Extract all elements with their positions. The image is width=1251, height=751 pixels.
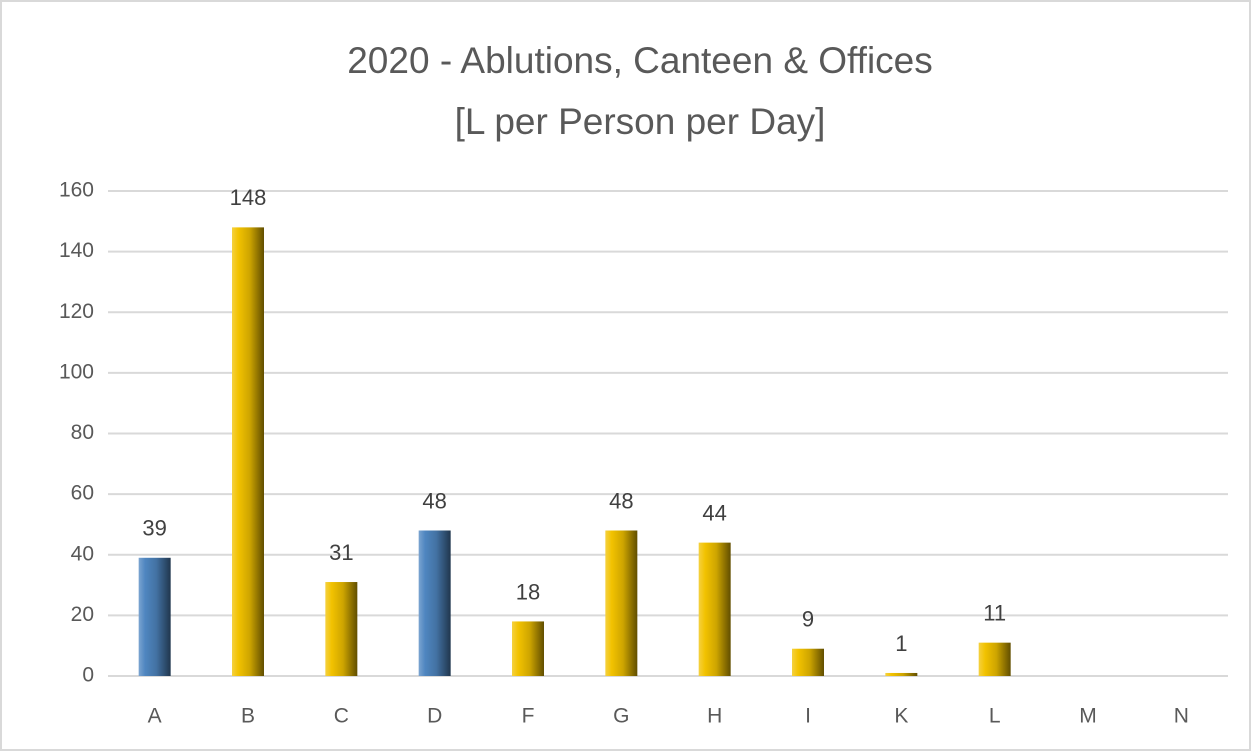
x-tick-label: A [148, 705, 162, 728]
data-label: 11 [983, 600, 1006, 625]
y-tick-label: 120 [59, 300, 94, 323]
bar [885, 672, 918, 676]
bar [138, 557, 171, 676]
x-tick-label: D [427, 705, 442, 728]
data-label: 48 [422, 488, 446, 513]
bar [792, 648, 824, 676]
data-label: 9 [802, 607, 814, 632]
data-label: 1 [895, 631, 907, 656]
bar [232, 227, 264, 676]
data-label: 31 [329, 540, 353, 565]
x-tick-label: G [613, 705, 629, 728]
x-tick-label: B [241, 705, 255, 728]
chart-title: 2020 - Ablutions, Canteen & Offices [347, 40, 933, 81]
data-label: 148 [230, 185, 267, 210]
data-label: 39 [142, 516, 166, 541]
x-tick-label: K [894, 705, 908, 728]
bar [978, 642, 1011, 676]
y-tick-label: 20 [71, 603, 94, 626]
y-tick-label: 100 [59, 360, 94, 383]
y-tick-label: 40 [71, 542, 94, 565]
bar [418, 530, 451, 676]
y-tick-label: 80 [71, 421, 94, 444]
x-tick-label: L [989, 705, 1001, 728]
bar [698, 542, 731, 676]
data-label: 48 [609, 488, 633, 513]
x-tick-label: H [707, 705, 722, 728]
x-tick-label: M [1079, 705, 1097, 728]
data-label: 44 [702, 500, 726, 525]
data-label: 18 [516, 579, 540, 604]
y-tick-label: 140 [59, 239, 94, 262]
bar [325, 582, 358, 676]
y-tick-label: 60 [71, 482, 94, 505]
x-tick-label: F [522, 705, 535, 728]
bar [512, 621, 544, 676]
x-tick-label: N [1174, 705, 1189, 728]
chart-subtitle: [L per Person per Day] [455, 101, 826, 142]
y-tick-label: 0 [82, 664, 94, 687]
x-tick-label: I [805, 705, 811, 728]
bar [605, 530, 638, 676]
y-tick-label: 160 [59, 179, 94, 202]
x-tick-label: C [334, 705, 349, 728]
